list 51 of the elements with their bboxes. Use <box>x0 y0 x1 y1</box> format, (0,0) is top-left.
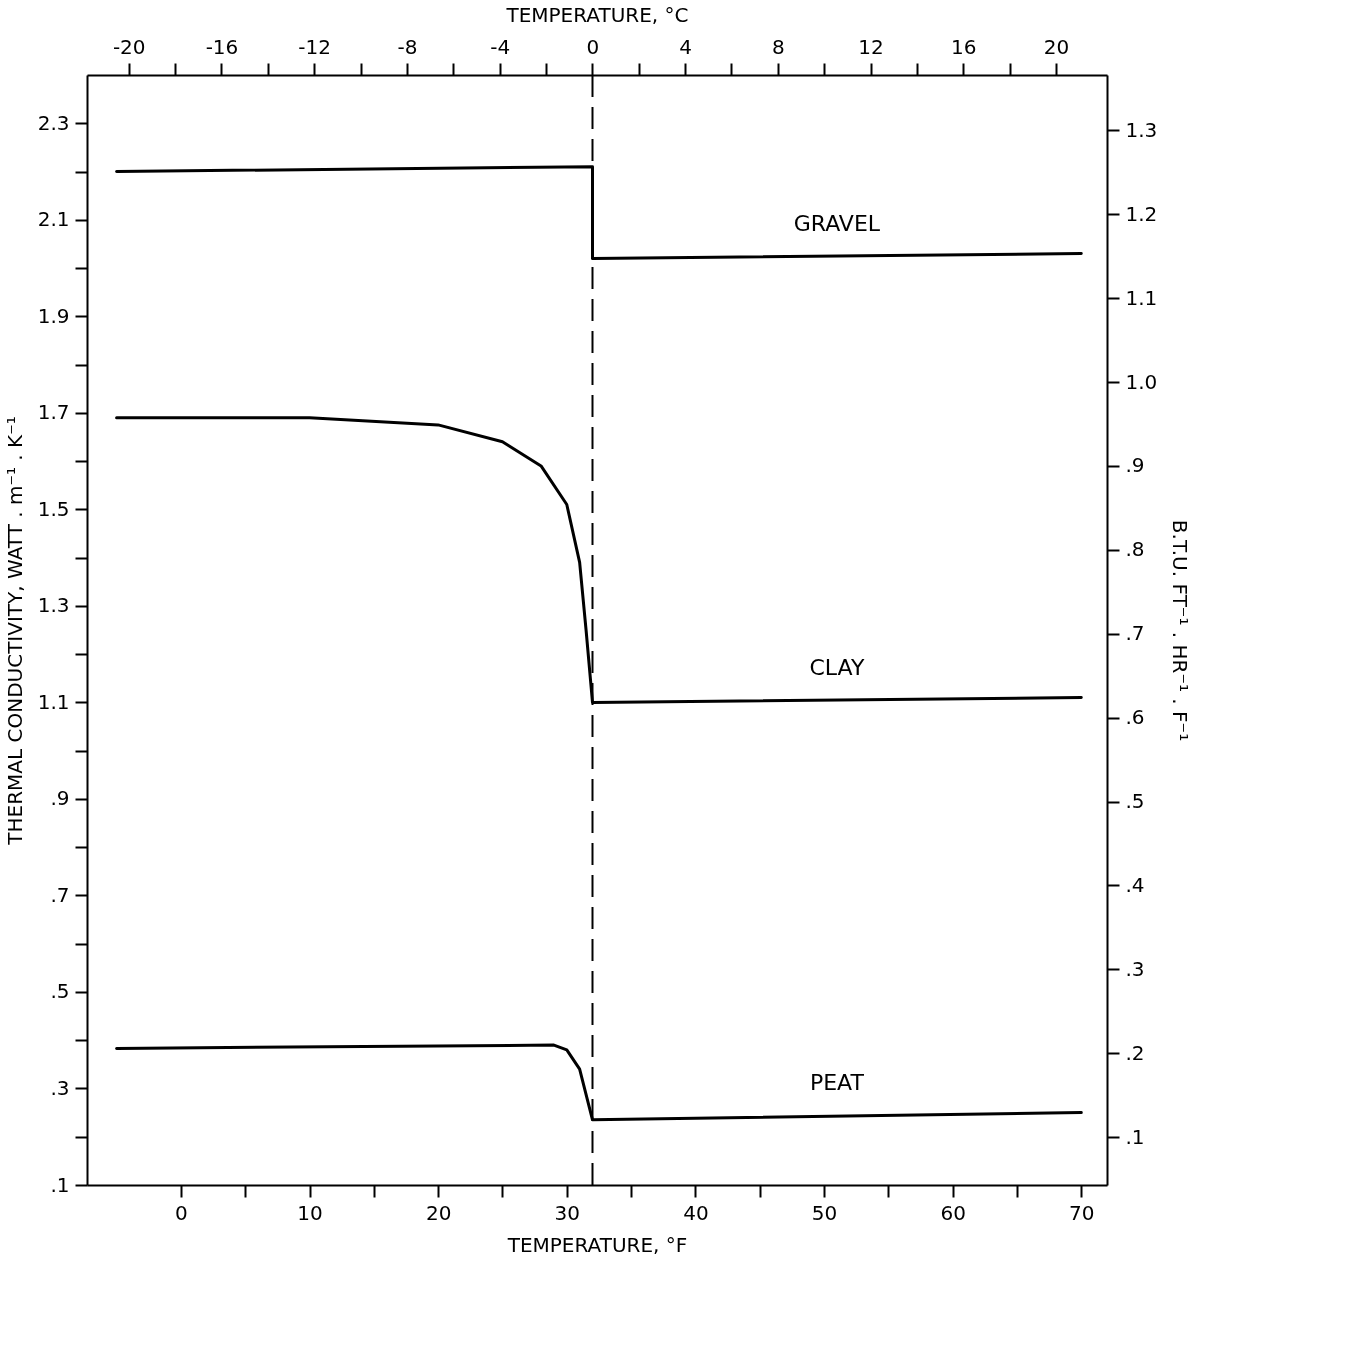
y-tick-label: .3 <box>50 1075 70 1100</box>
x2-tick-label: 20 <box>1043 34 1070 59</box>
y2-tick-label: 1.0 <box>1125 369 1158 394</box>
y2-axis-title: B.T.U. FT⁻¹ . HR⁻¹ . F⁻¹ <box>1168 519 1193 742</box>
x-tick-label: 0 <box>175 1200 188 1225</box>
x-tick-label: 50 <box>811 1200 838 1225</box>
y-tick-label: 1.3 <box>37 593 70 618</box>
x2-tick-label: -4 <box>490 34 511 59</box>
y-tick-label: 2.1 <box>37 207 70 232</box>
y2-tick-label: .3 <box>1125 956 1145 981</box>
y2-tick-label: .5 <box>1125 789 1145 814</box>
y2-tick-label: 1.1 <box>1125 285 1158 310</box>
y-axis-title: THERMAL CONDUCTIVITY, WATT . m⁻¹ . K⁻¹ <box>2 416 27 846</box>
y2-tick-label: 1.3 <box>1125 117 1158 142</box>
y2-tick-label: .4 <box>1125 872 1145 897</box>
y2-tick-label: .9 <box>1125 453 1145 478</box>
y-tick-label: 1.7 <box>37 400 70 425</box>
x-tick-label: 10 <box>297 1200 323 1225</box>
y-tick-label: 1.1 <box>37 689 70 714</box>
x-tick-label: 20 <box>425 1200 452 1225</box>
x2-tick-label: 0 <box>586 34 600 59</box>
x-axis-title: TEMPERATURE, °F <box>506 1232 688 1257</box>
y2-tick-label: .7 <box>1125 621 1145 646</box>
series-label: PEAT <box>809 1069 865 1095</box>
y-tick-label: .5 <box>50 979 70 1004</box>
x-tick-label: 40 <box>683 1200 709 1225</box>
x2-tick-label: -8 <box>397 34 418 59</box>
x2-tick-label: -16 <box>205 34 239 59</box>
y2-tick-label: .2 <box>1125 1040 1145 1065</box>
series-label: GRAVEL <box>793 210 881 236</box>
y2-tick-label: .6 <box>1125 705 1145 730</box>
series-label: CLAY <box>809 654 865 680</box>
x-tick-label: 60 <box>940 1200 966 1225</box>
x2-tick-label: -20 <box>112 34 146 59</box>
y-tick-label: .7 <box>50 882 70 907</box>
x2-tick-label: 12 <box>858 34 884 59</box>
x2-tick-label: 16 <box>951 34 977 59</box>
y-tick-label: 1.5 <box>37 496 70 521</box>
x-tick-label: 30 <box>554 1200 580 1225</box>
x2-tick-label: 4 <box>679 34 692 59</box>
y-tick-label: .1 <box>50 1172 70 1197</box>
y-tick-label: .9 <box>50 786 70 811</box>
y-tick-label: 2.3 <box>37 110 70 135</box>
y2-tick-label: 1.2 <box>1125 201 1158 226</box>
x2-tick-label: 8 <box>771 34 785 59</box>
y2-tick-label: .8 <box>1125 537 1145 562</box>
y2-tick-label: .1 <box>1125 1124 1145 1149</box>
x2-axis-title: TEMPERATURE, °C <box>505 2 689 27</box>
x2-tick-label: -12 <box>298 34 332 59</box>
y-tick-label: 1.9 <box>37 303 70 328</box>
x-tick-label: 70 <box>1069 1200 1095 1225</box>
